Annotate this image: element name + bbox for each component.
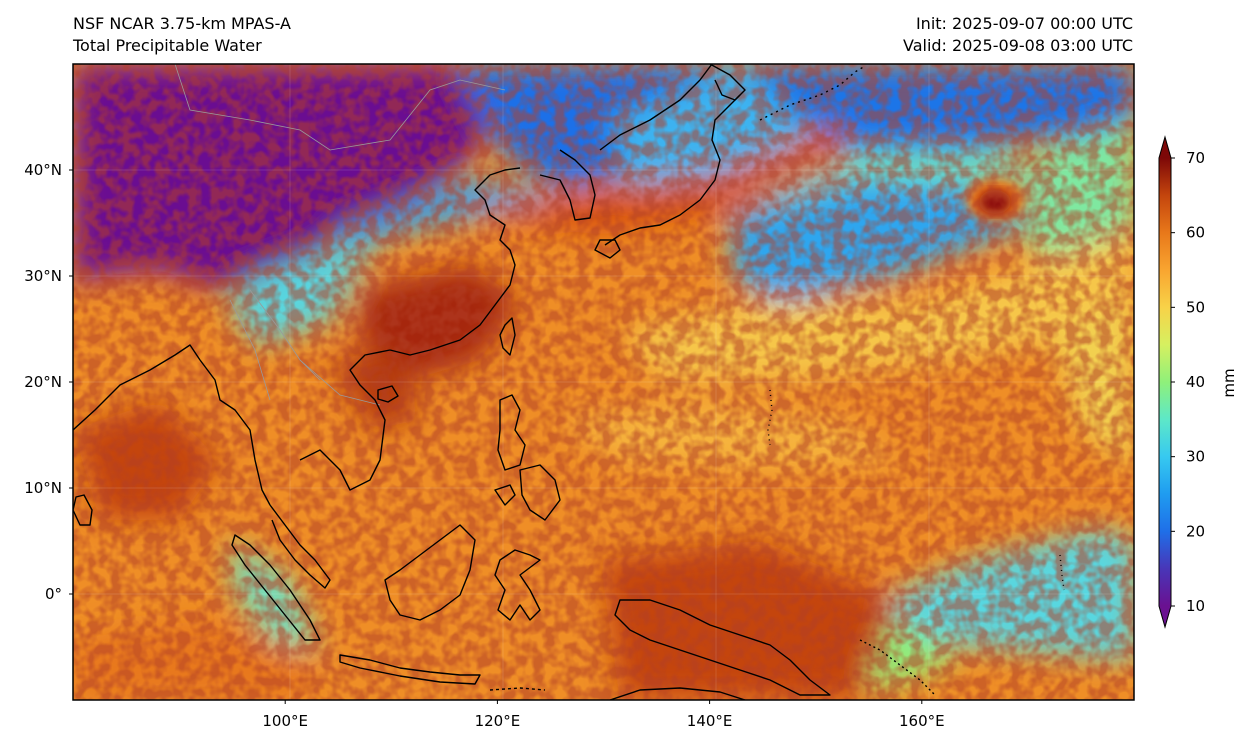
colorbar: 10 20 30 40 50 60 70 mm <box>1158 135 1238 629</box>
colorbar-extend-min <box>1159 606 1171 627</box>
lon-tick-labels: 100°E 120°E 140°E 160°E <box>262 700 945 730</box>
colorbar-extend-max <box>1159 137 1171 158</box>
lon-tick-label: 100°E <box>262 712 308 730</box>
colorbar-tick-label: 50 <box>1186 298 1205 316</box>
lat-tick-label: 40°N <box>24 161 62 179</box>
coastlines <box>73 64 1065 700</box>
lon-tick-label: 160°E <box>899 712 945 730</box>
lat-tick-labels: 40°N 30°N 20°N 10°N 0° <box>24 161 73 603</box>
tpw-field <box>73 64 1134 700</box>
lat-tick-label: 30°N <box>24 267 62 285</box>
colorbar-tick-label: 10 <box>1186 597 1205 615</box>
colorbar-bar <box>1159 158 1171 606</box>
colorbar-unit-label: mm <box>1220 368 1238 397</box>
country-borders <box>174 64 506 406</box>
colorbar-tick-label: 70 <box>1186 149 1205 167</box>
lat-tick-label: 20°N <box>24 373 62 391</box>
title-left: NSF NCAR 3.75-km MPAS-A Total Precipitab… <box>73 13 291 57</box>
lon-tick-label: 140°E <box>687 712 733 730</box>
valid-time: Valid: 2025-09-08 03:00 UTC <box>902 36 1133 55</box>
colorbar-tick-label: 40 <box>1186 373 1205 391</box>
lon-tick-label: 120°E <box>475 712 521 730</box>
colorbar-tick-label: 20 <box>1186 522 1205 540</box>
field-name: Total Precipitable Water <box>73 36 262 55</box>
lat-tick-label: 10°N <box>24 479 62 497</box>
colorbar-tick-label: 30 <box>1186 448 1205 466</box>
lat-tick-label: 0° <box>45 585 62 603</box>
colorbar-tick-label: 60 <box>1186 224 1205 242</box>
model-name: NSF NCAR 3.75-km MPAS-A <box>73 14 291 33</box>
title-right: Init: 2025-09-07 00:00 UTC Valid: 2025-0… <box>903 13 1133 57</box>
colorbar-ticks: 10 20 30 40 50 60 70 <box>1171 149 1205 615</box>
init-time: Init: 2025-09-07 00:00 UTC <box>915 14 1133 33</box>
